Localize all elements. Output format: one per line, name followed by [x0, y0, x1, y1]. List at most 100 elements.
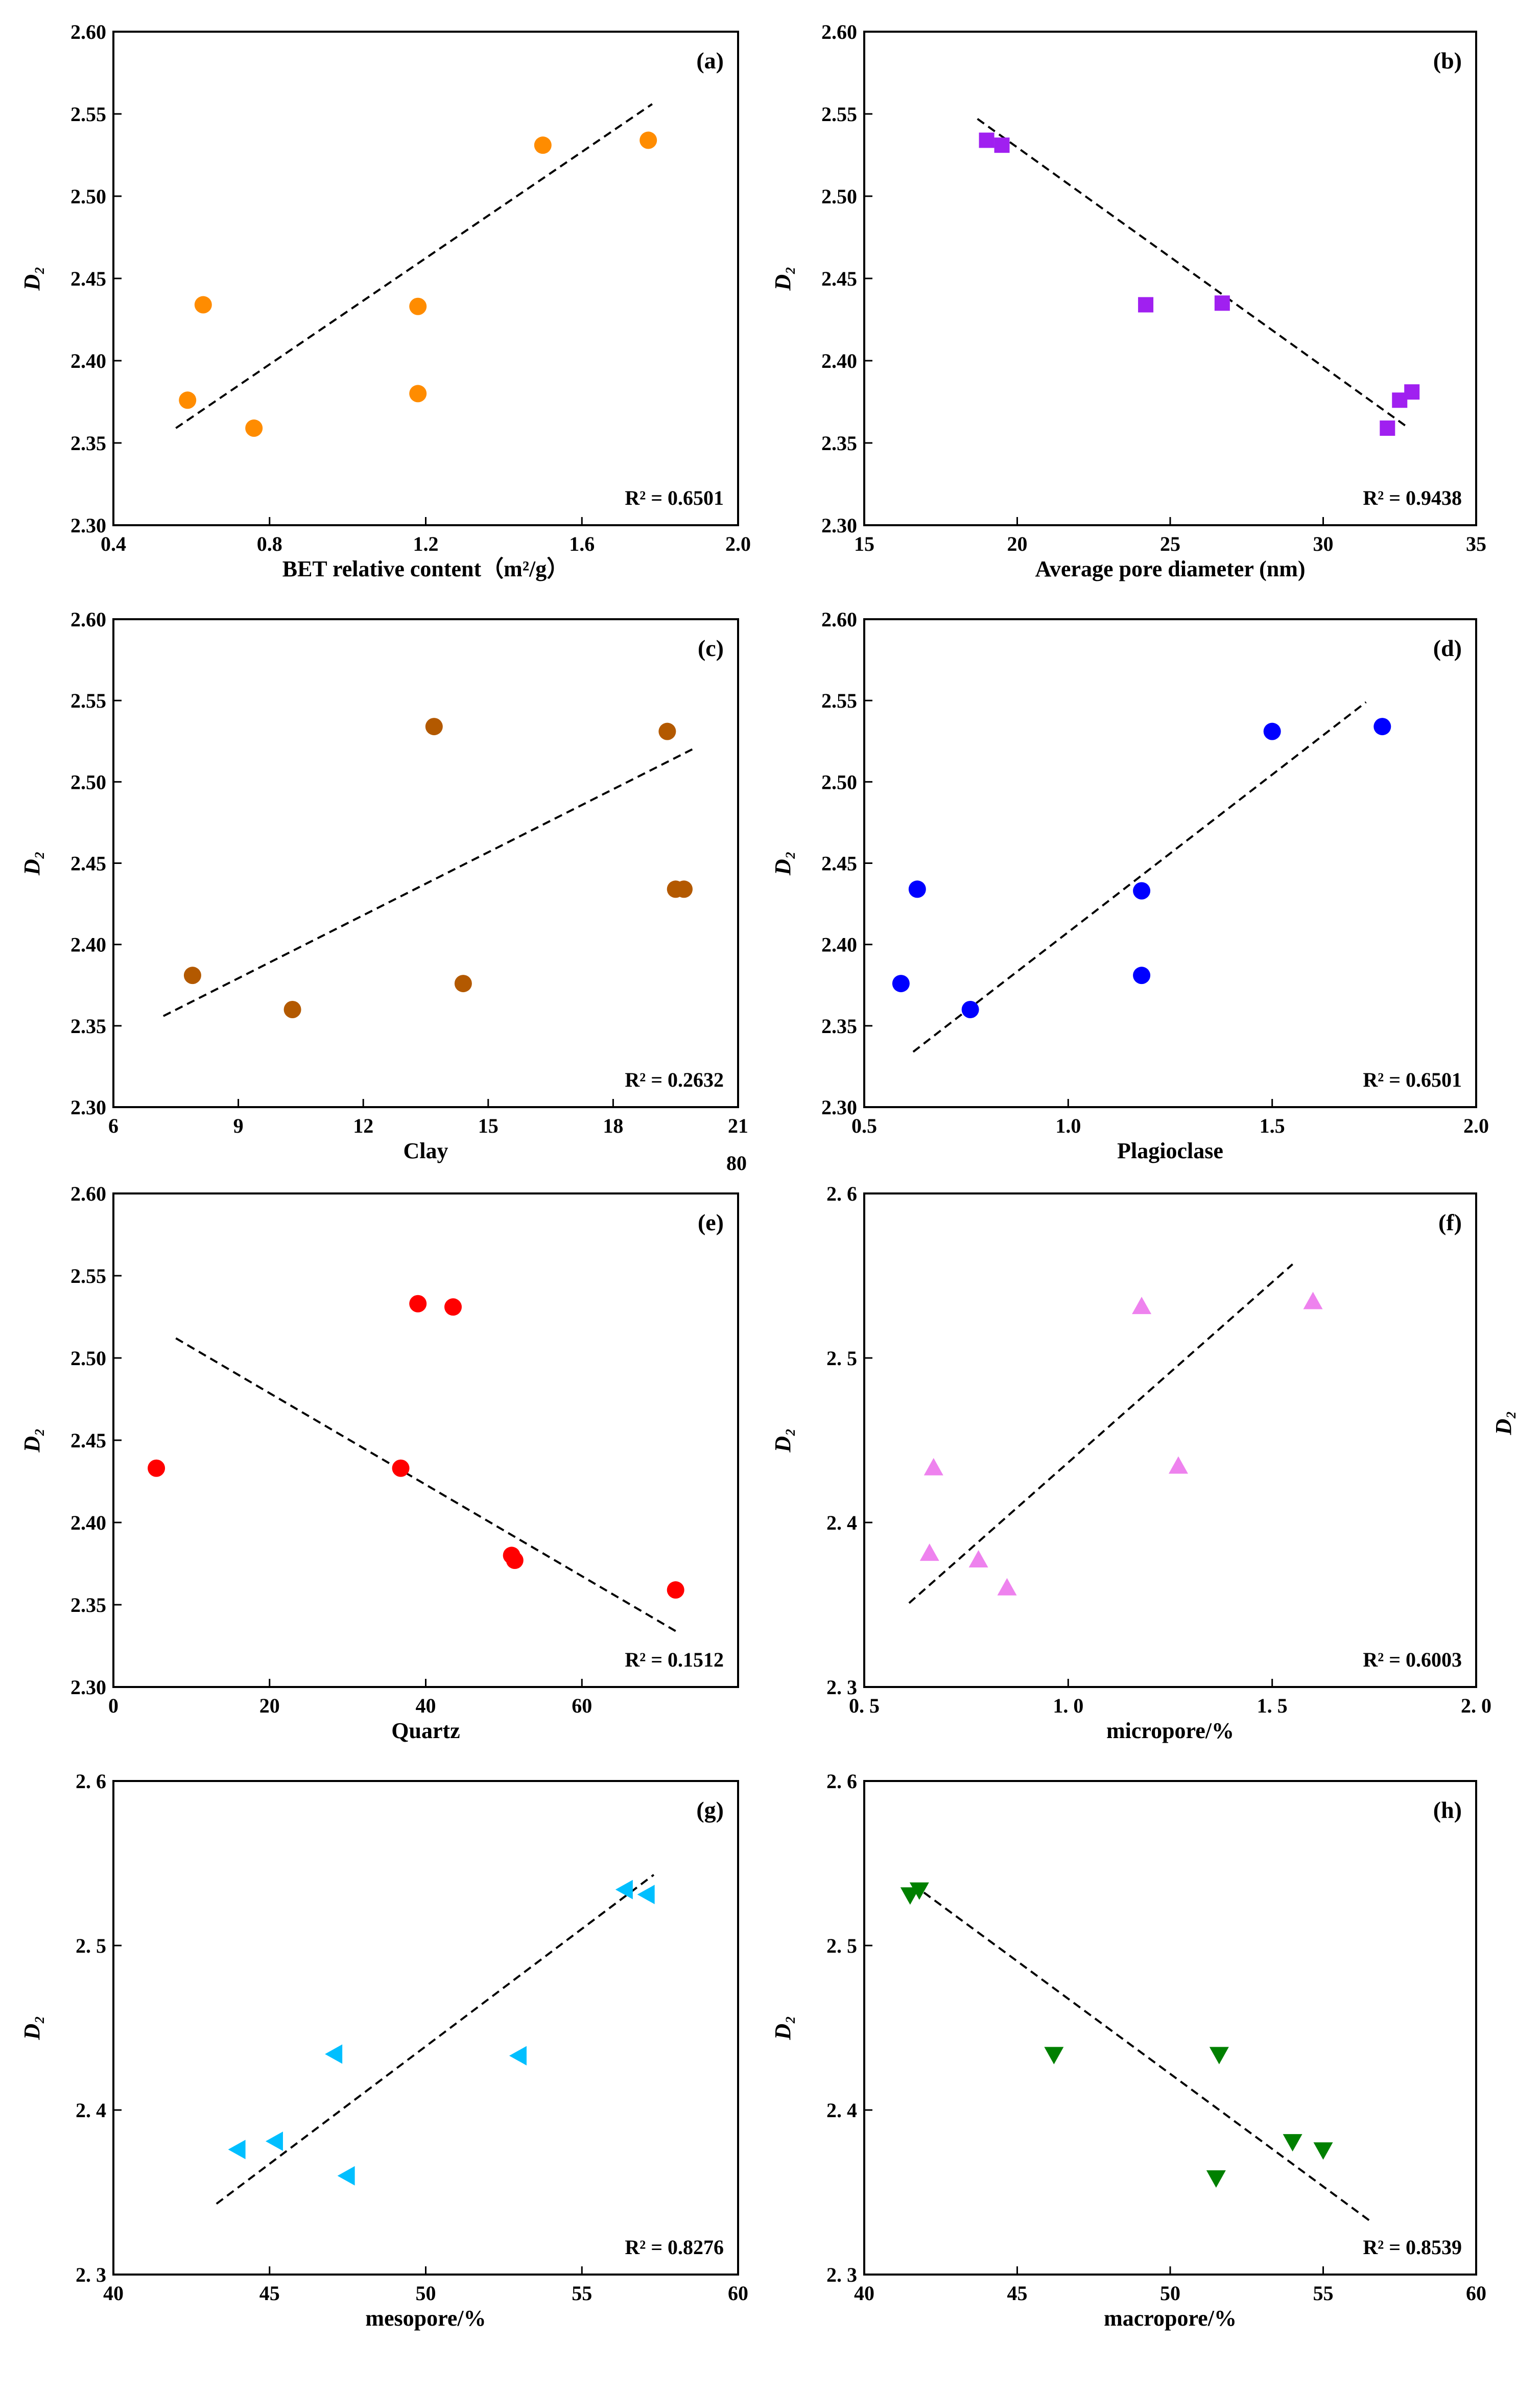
plot-frame-f [863, 1192, 1477, 1688]
x-tick-label-a: 0.8 [257, 532, 282, 555]
data-point-g [637, 1885, 655, 1905]
data-point-e [409, 1295, 427, 1313]
y-axis-title-b: D₂ [770, 266, 795, 291]
x-tick-label-a: 1.6 [569, 532, 595, 555]
y-tick-label-d: 2.45 [821, 852, 857, 875]
y-tick-label-c: 2.55 [70, 689, 106, 712]
y-axis-title-d: D₂ [770, 851, 795, 876]
r-squared-label-g: R² = 0.8276 [625, 2236, 724, 2259]
x-tick-label-h: 50 [1160, 2282, 1180, 2305]
y-tick-label-d: 2.40 [821, 933, 857, 956]
data-point-f [1132, 1297, 1152, 1315]
r-squared-label-b: R² = 0.9438 [1363, 486, 1462, 509]
y-tick-label-g: 2. 5 [76, 1934, 106, 1957]
data-point-a [179, 391, 197, 409]
data-point-a [534, 136, 552, 154]
data-point-c [183, 967, 201, 985]
y-tick-label-a: 2.50 [70, 185, 106, 208]
x-tick-label-b: 20 [1007, 532, 1028, 555]
data-point-b [1380, 420, 1395, 436]
x-tick-label-e: 20 [259, 1694, 280, 1717]
r-squared-label-d: R² = 0.6501 [1363, 1068, 1462, 1091]
x-tick-label-e: 40 [416, 1694, 436, 1717]
data-point-g [228, 2140, 246, 2160]
y-tick-label-c: 2.45 [70, 852, 106, 875]
x-tick-label-f: 0. 5 [849, 1694, 880, 1717]
y-tick-label-a: 2.60 [70, 20, 106, 43]
data-point-e [444, 1298, 462, 1316]
x-tick-label-c: 6 [108, 1114, 119, 1137]
x-tick-label-f: 1. 0 [1053, 1694, 1083, 1717]
r-squared-label-f: R² = 0.6003 [1363, 1648, 1462, 1671]
y-tick-label-f: 2. 4 [826, 1511, 857, 1534]
data-point-e [506, 1552, 524, 1569]
data-point-d [961, 1001, 979, 1018]
data-point-d [892, 975, 910, 993]
x-tick-label-g: 50 [416, 2282, 436, 2305]
x-axis-title-g: mesopore/% [365, 2306, 486, 2331]
panels-group: 0.4 0.8 1.2 1.6 2.0 2.30 2.35 2.40 2.45 2.50 2.55 2… [19, 20, 1491, 2331]
r-squared-label-e: R² = 0.1512 [625, 1648, 724, 1671]
panel-d: 0.5 1.0 1.5 2.0 2.30 2.35 2.40 2.45 2.50 2.55 2.60… [770, 608, 1489, 1163]
x-tick-label-c: 12 [353, 1114, 373, 1137]
panel-g: 40 45 50 55 60 2. 3 2. 4 2. 5 2. 6 mesopore/% D₂ (g… [19, 1770, 748, 2331]
y-tick-label-g: 2. 3 [76, 2263, 106, 2286]
x-tick-label-b: 30 [1313, 532, 1334, 555]
x-tick-label-d: 0.5 [851, 1114, 877, 1137]
y-tick-label-e: 2.35 [70, 1594, 106, 1616]
data-point-h [1313, 2142, 1333, 2160]
panel-c: 6 9 12 15 18 21 2.30 2.35 2.40 2.45 2.50 2.55 2.60 Cl… [19, 608, 748, 1163]
data-point-g [265, 2131, 283, 2151]
data-point-h [909, 1882, 929, 1900]
y-tick-label-e: 2.50 [70, 1347, 106, 1370]
data-point-a [245, 419, 263, 437]
data-point-f [923, 1458, 943, 1475]
x-tick-label-g: 60 [728, 2282, 748, 2305]
y-tick-label-a: 2.55 [70, 103, 106, 126]
fit-line-h [912, 1884, 1370, 2221]
x-tick-label-a: 0.4 [101, 532, 126, 555]
panel-label-a: (a) [696, 48, 724, 74]
y-tick-label-h: 2. 6 [826, 1770, 857, 1793]
y-tick-label-g: 2. 6 [76, 1770, 106, 1793]
data-point-d [1263, 722, 1281, 740]
x-tick-label-g: 40 [103, 2282, 124, 2305]
panel-label-h: (h) [1433, 1797, 1462, 1823]
x-tick-label-e: 0 [108, 1694, 119, 1717]
y-tick-label-c: 2.35 [70, 1015, 106, 1038]
fit-line-c [162, 748, 693, 1017]
x-tick-label-h: 45 [1007, 2282, 1028, 2305]
x-tick-label-a: 2.0 [725, 532, 751, 555]
y-tick-label-h: 2. 3 [826, 2263, 857, 2286]
y-axis-title-g: D₂ [19, 2016, 44, 2040]
data-point-e [148, 1459, 165, 1477]
y-tick-label-f: 2. 6 [826, 1182, 857, 1205]
x-tick-label-c: 18 [603, 1114, 623, 1137]
y-tick-label-a: 2.45 [70, 267, 106, 290]
data-point-d [908, 880, 926, 898]
x-tick-label-g: 45 [259, 2282, 280, 2305]
data-point-a [194, 296, 212, 314]
y-tick-label-d: 2.60 [821, 608, 857, 631]
data-point-c [454, 975, 472, 993]
y-tick-label-b: 2.40 [821, 349, 857, 372]
y-tick-label-c: 2.30 [70, 1096, 106, 1119]
x-axis-title-b: Average pore diameter (nm) [1035, 556, 1305, 581]
y-tick-label-b: 2.55 [821, 103, 857, 126]
x-axis-title-e: Quartz [391, 1718, 460, 1743]
data-point-a [639, 131, 657, 149]
data-point-b [994, 137, 1010, 153]
y-tick-label-a: 2.40 [70, 349, 106, 372]
data-point-d [1133, 882, 1151, 900]
data-point-g [509, 2046, 527, 2066]
y-tick-label-e: 2.45 [70, 1429, 106, 1452]
fit-line-b [977, 118, 1410, 429]
x-tick-label-h: 55 [1313, 2282, 1334, 2305]
x-tick-label-f: 2. 0 [1461, 1694, 1491, 1717]
panel-e: 0 20 40 60 2.30 2.35 2.40 2.45 2.50 2.55 2.60 Quart… [19, 1182, 739, 1743]
data-point-c [283, 1001, 301, 1018]
y-tick-label-b: 2.35 [821, 432, 857, 455]
y-tick-label-d: 2.50 [821, 770, 857, 793]
fit-line-f [908, 1263, 1293, 1604]
